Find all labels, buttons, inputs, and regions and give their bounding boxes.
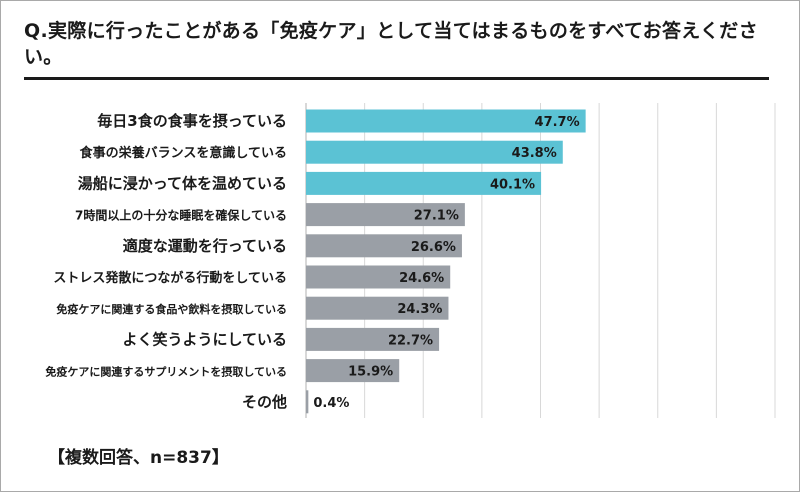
bar xyxy=(306,359,400,383)
value-label: 22.7% xyxy=(388,333,433,348)
value-label: 0.4% xyxy=(313,396,349,411)
value-label: 24.6% xyxy=(399,271,444,286)
category-label: ストレス発散につながる行動をしている xyxy=(53,270,287,286)
question-title: Q.実際に行ったことがある「免疫ケア」として当てはまるものをすべてお答えください… xyxy=(24,20,758,68)
category-label: 湯船に浸かって体を温めている xyxy=(78,174,287,192)
bar xyxy=(306,140,563,164)
value-label: 26.6% xyxy=(411,240,456,255)
bar xyxy=(306,265,451,289)
bar xyxy=(306,327,440,351)
bar xyxy=(306,171,542,195)
bar xyxy=(306,296,449,320)
value-label: 47.7% xyxy=(535,115,580,130)
category-label: 免疫ケアに関連するサプリメントを摂取している xyxy=(45,365,287,379)
bar xyxy=(306,390,309,414)
category-label: 7時間以上の十分な睡眠を確保している xyxy=(75,208,287,223)
category-label: よく笑うようにしている xyxy=(122,330,287,348)
category-label: 適度な運動を行っている xyxy=(123,237,287,255)
bar xyxy=(306,234,462,258)
sample-note: 【複数回答、n=837】 xyxy=(48,448,229,468)
category-label: その他 xyxy=(242,393,287,411)
category-label: 毎日3食の食事を摂っている xyxy=(97,112,287,130)
value-label: 43.8% xyxy=(512,146,557,161)
category-label: 食事の栄養バランスを意識している xyxy=(80,145,287,161)
bar xyxy=(306,109,586,133)
title-rule xyxy=(24,77,769,80)
value-label: 40.1% xyxy=(490,177,535,192)
value-label: 27.1% xyxy=(414,209,459,224)
value-label: 24.3% xyxy=(397,302,442,317)
value-label: 15.9% xyxy=(348,365,393,380)
category-label: 免疫ケアに関連する食品や飲料を摂取している xyxy=(56,302,287,316)
bar xyxy=(306,203,465,227)
